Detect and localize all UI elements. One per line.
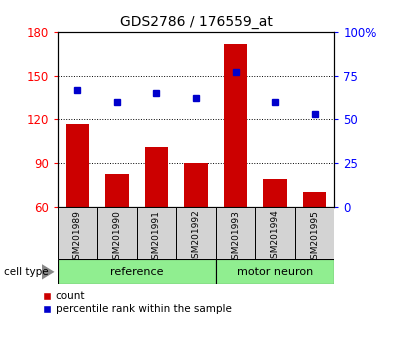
Bar — [58, 207, 97, 259]
Text: GSM201994: GSM201994 — [271, 210, 279, 264]
Bar — [66, 124, 89, 207]
Bar — [176, 207, 216, 259]
Bar — [144, 147, 168, 207]
Bar — [255, 207, 295, 259]
Text: GSM201989: GSM201989 — [73, 210, 82, 264]
Bar — [216, 207, 255, 259]
Text: cell type: cell type — [4, 267, 49, 277]
Bar — [303, 193, 326, 207]
Bar — [137, 207, 176, 259]
Text: GSM201992: GSM201992 — [191, 210, 201, 264]
Legend: count, percentile rank within the sample: count, percentile rank within the sample — [43, 291, 231, 314]
Bar — [263, 179, 287, 207]
Bar — [58, 259, 216, 284]
Polygon shape — [42, 264, 55, 280]
Text: GSM201995: GSM201995 — [310, 210, 319, 264]
Bar — [97, 207, 137, 259]
Bar — [224, 44, 248, 207]
Text: GSM201990: GSM201990 — [113, 210, 121, 264]
Text: reference: reference — [110, 267, 164, 277]
Bar — [216, 259, 334, 284]
Bar — [105, 173, 129, 207]
Text: GSM201991: GSM201991 — [152, 210, 161, 264]
Text: motor neuron: motor neuron — [237, 267, 313, 277]
Bar — [184, 163, 208, 207]
Bar — [295, 207, 334, 259]
Title: GDS2786 / 176559_at: GDS2786 / 176559_at — [119, 16, 273, 29]
Text: GSM201993: GSM201993 — [231, 210, 240, 264]
